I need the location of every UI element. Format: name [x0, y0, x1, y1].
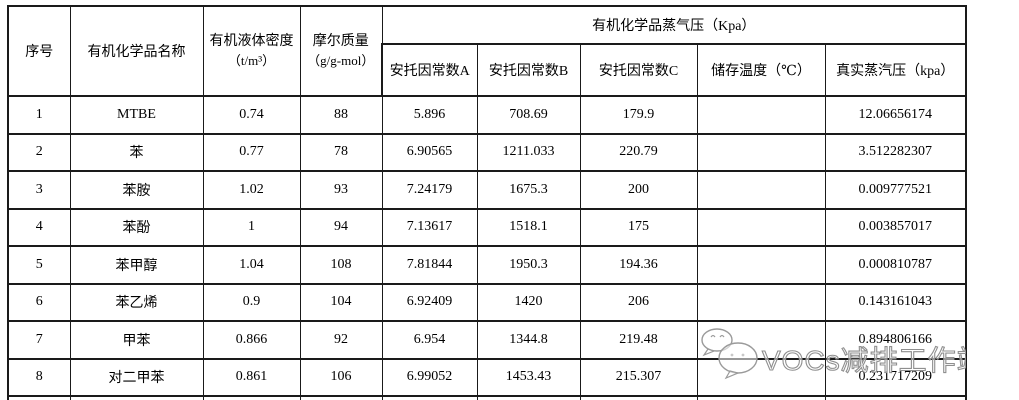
header-row-sub: 安托因常数A 安托因常数B 安托因常数C 储存温度（℃） 真实蒸汽压（kpa）	[8, 43, 967, 97]
table-row: 2 苯 0.77 78 6.90565 1211.033 220.79 3.51…	[7, 132, 967, 172]
serial-cell: 5	[7, 245, 71, 285]
col-header-storage-temp: 储存温度（℃）	[696, 43, 826, 97]
storage-temp-cell	[696, 245, 826, 285]
true-vapor-cell: 0.143161043	[824, 282, 967, 322]
col-header-density: 有机液体密度 （t/m³）	[202, 5, 301, 97]
density-cell: 0.77	[202, 132, 301, 172]
serial-cell: 8	[7, 357, 71, 397]
molar-mass-cell: 94	[299, 207, 383, 247]
true-vapor-cell: 0.003857017	[824, 207, 967, 247]
true-vapor-cell: 0.000810787	[824, 245, 967, 285]
molar-mass-header-line1: 摩尔质量	[312, 33, 369, 49]
chemical-name-cell: 苯甲醇	[69, 245, 204, 285]
antoine-c-cell: 194.36	[579, 245, 698, 285]
density-header-line1: 有机液体密度	[209, 33, 294, 49]
true-vapor-cell: 12.06656174	[824, 95, 967, 135]
antoine-a-cell: 6.954	[381, 320, 478, 360]
table-row: 4 苯酚 1 94 7.13617 1518.1 175 0.003857017	[7, 207, 967, 247]
antoine-c-cell: 215.307	[579, 357, 698, 397]
density-cell: 1	[202, 207, 301, 247]
antoine-c-cell: 200	[579, 170, 698, 210]
antoine-a-cell: 6.92409	[381, 282, 478, 322]
truncated-next-row	[7, 395, 967, 400]
storage-temp-cell	[696, 320, 826, 360]
antoine-b-cell: 1518.1	[476, 207, 581, 247]
chemical-vapor-pressure-table: 序号 有机化学品名称 有机液体密度 （t/m³） 摩尔质量 （g/g-mol） …	[7, 5, 967, 400]
table-row: 7 甲苯 0.866 92 6.954 1344.8 219.48 0.8948…	[7, 320, 967, 360]
density-cell: 0.861	[202, 357, 301, 397]
antoine-a-cell: 7.81844	[381, 245, 478, 285]
serial-cell: 2	[7, 132, 71, 172]
col-header-antoine-a: 安托因常数A	[381, 43, 478, 97]
chemical-name-cell: 苯	[69, 132, 204, 172]
col-header-serial: 序号	[7, 5, 71, 97]
molar-mass-cell: 106	[299, 357, 383, 397]
storage-temp-cell	[696, 357, 826, 397]
col-header-vapor-pressure-group: 有机化学品蒸气压（Kpa）	[381, 5, 967, 45]
serial-cell: 7	[7, 320, 71, 360]
chemical-name-cell: 苯酚	[69, 207, 204, 247]
storage-temp-cell	[696, 170, 826, 210]
antoine-b-cell: 708.69	[476, 95, 581, 135]
table-row: 6 苯乙烯 0.9 104 6.92409 1420 206 0.1431610…	[7, 282, 967, 322]
antoine-b-cell: 1675.3	[476, 170, 581, 210]
molar-mass-cell: 92	[299, 320, 383, 360]
col-header-molar-mass: 摩尔质量 （g/g-mol）	[299, 5, 383, 97]
molar-mass-header-unit: （g/g-mol）	[307, 52, 375, 68]
serial-cell: 4	[7, 207, 71, 247]
antoine-c-cell: 179.9	[579, 95, 698, 135]
antoine-c-cell: 175	[579, 207, 698, 247]
antoine-a-cell: 7.24179	[381, 170, 478, 210]
density-cell: 0.74	[202, 95, 301, 135]
serial-cell: 1	[7, 95, 71, 135]
header-row-group: 序号 有机化学品名称 有机液体密度 （t/m³） 摩尔质量 （g/g-mol） …	[7, 5, 967, 97]
antoine-a-cell: 5.896	[381, 95, 478, 135]
antoine-c-cell: 206	[579, 282, 698, 322]
antoine-b-cell: 1420	[476, 282, 581, 322]
antoine-b-cell: 1950.3	[476, 245, 581, 285]
molar-mass-cell: 93	[299, 170, 383, 210]
true-vapor-cell: 3.512282307	[824, 132, 967, 172]
antoine-b-cell: 1344.8	[476, 320, 581, 360]
antoine-b-cell: 1453.43	[476, 357, 581, 397]
col-header-antoine-c: 安托因常数C	[579, 43, 698, 97]
antoine-a-cell: 7.13617	[381, 207, 478, 247]
density-cell: 0.866	[202, 320, 301, 360]
molar-mass-cell: 104	[299, 282, 383, 322]
col-header-chemical-name: 有机化学品名称	[69, 5, 204, 97]
table-row: 1 MTBE 0.74 88 5.896 708.69 179.9 12.066…	[7, 95, 967, 135]
density-header-unit: （t/m³）	[227, 52, 276, 68]
chemical-name-cell: 苯胺	[69, 170, 204, 210]
antoine-c-cell: 219.48	[579, 320, 698, 360]
chemical-name-cell: 苯乙烯	[69, 282, 204, 322]
col-header-antoine-b: 安托因常数B	[476, 43, 581, 97]
storage-temp-cell	[696, 207, 826, 247]
antoine-a-cell: 6.99052	[381, 357, 478, 397]
antoine-a-cell: 6.90565	[381, 132, 478, 172]
true-vapor-cell: 0.009777521	[824, 170, 967, 210]
molar-mass-cell: 108	[299, 245, 383, 285]
true-vapor-cell: 0.894806166	[824, 320, 967, 360]
molar-mass-cell: 88	[299, 95, 383, 135]
storage-temp-cell	[696, 95, 826, 135]
serial-cell: 6	[7, 282, 71, 322]
density-cell: 0.9	[202, 282, 301, 322]
density-cell: 1.04	[202, 245, 301, 285]
col-header-true-vapor: 真实蒸汽压（kpa）	[824, 43, 967, 97]
chemical-name-cell: 甲苯	[69, 320, 204, 360]
antoine-b-cell: 1211.033	[476, 132, 581, 172]
chemical-name-cell: 对二甲苯	[69, 357, 204, 397]
chemical-name-cell: MTBE	[69, 95, 204, 135]
storage-temp-cell	[696, 282, 826, 322]
storage-temp-cell	[696, 132, 826, 172]
table-row: 8 对二甲苯 0.861 106 6.99052 1453.43 215.307…	[7, 357, 967, 397]
density-cell: 1.02	[202, 170, 301, 210]
molar-mass-cell: 78	[299, 132, 383, 172]
serial-cell: 3	[7, 170, 71, 210]
true-vapor-cell: 0.231717209	[824, 357, 967, 397]
table-row: 5 苯甲醇 1.04 108 7.81844 1950.3 194.36 0.0…	[7, 245, 967, 285]
table-row: 3 苯胺 1.02 93 7.24179 1675.3 200 0.009777…	[7, 170, 967, 210]
antoine-c-cell: 220.79	[579, 132, 698, 172]
